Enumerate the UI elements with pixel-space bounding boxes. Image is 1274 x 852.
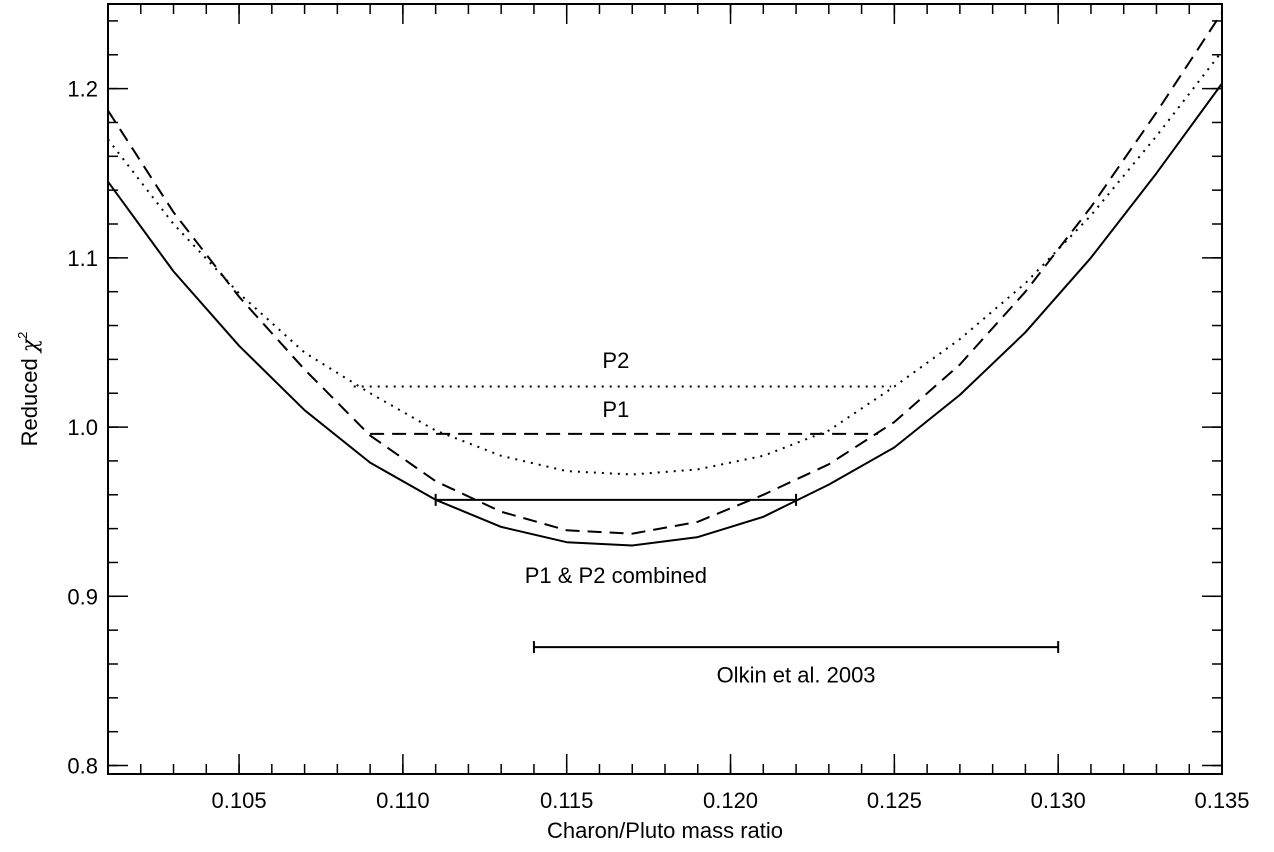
y-tick-label: 0.9 bbox=[67, 584, 98, 609]
annotation-label: P2 bbox=[602, 348, 629, 373]
y-tick-label: 1.2 bbox=[67, 77, 98, 102]
x-tick-label: 0.135 bbox=[1194, 788, 1249, 813]
series-line-solid bbox=[108, 84, 1222, 546]
x-tick-label: 0.105 bbox=[212, 788, 267, 813]
y-axis-label: Reduced χ2 bbox=[15, 332, 43, 447]
axis-ticks bbox=[108, 4, 1222, 774]
x-tick-label: 0.125 bbox=[867, 788, 922, 813]
annotations-layer: P2 P1 P1 & P2 combined Olkin et al. 2003 bbox=[525, 348, 876, 688]
series-layer bbox=[108, 13, 1222, 546]
labels-layer: 0.105 0.110 0.115 0.120 0.125 0.130 0.135 0.8 0.… bbox=[67, 77, 1249, 813]
x-tick-label: 0.110 bbox=[376, 788, 429, 813]
y-tick-label: 1.1 bbox=[67, 246, 98, 271]
x-tick-label: 0.115 bbox=[540, 788, 593, 813]
x-tick-label: 0.120 bbox=[703, 788, 758, 813]
ranges-layer bbox=[354, 386, 1058, 653]
annotation-label: P1 bbox=[602, 397, 629, 422]
plot-frame bbox=[108, 4, 1222, 774]
y-tick-label: 0.8 bbox=[67, 754, 98, 779]
annotation-label: P1 & P2 combined bbox=[525, 563, 707, 588]
series-line-dashed bbox=[108, 13, 1222, 534]
y-tick-label: 1.0 bbox=[67, 415, 98, 440]
y-axis-label-superscript: 2 bbox=[15, 332, 30, 339]
series-line-dotted bbox=[108, 51, 1222, 474]
x-tick-label: 0.130 bbox=[1031, 788, 1086, 813]
y-axis-label-text: Reduced bbox=[17, 352, 42, 446]
annotation-label: Olkin et al. 2003 bbox=[717, 663, 876, 688]
x-axis-label: Charon/Pluto mass ratio bbox=[547, 818, 783, 843]
